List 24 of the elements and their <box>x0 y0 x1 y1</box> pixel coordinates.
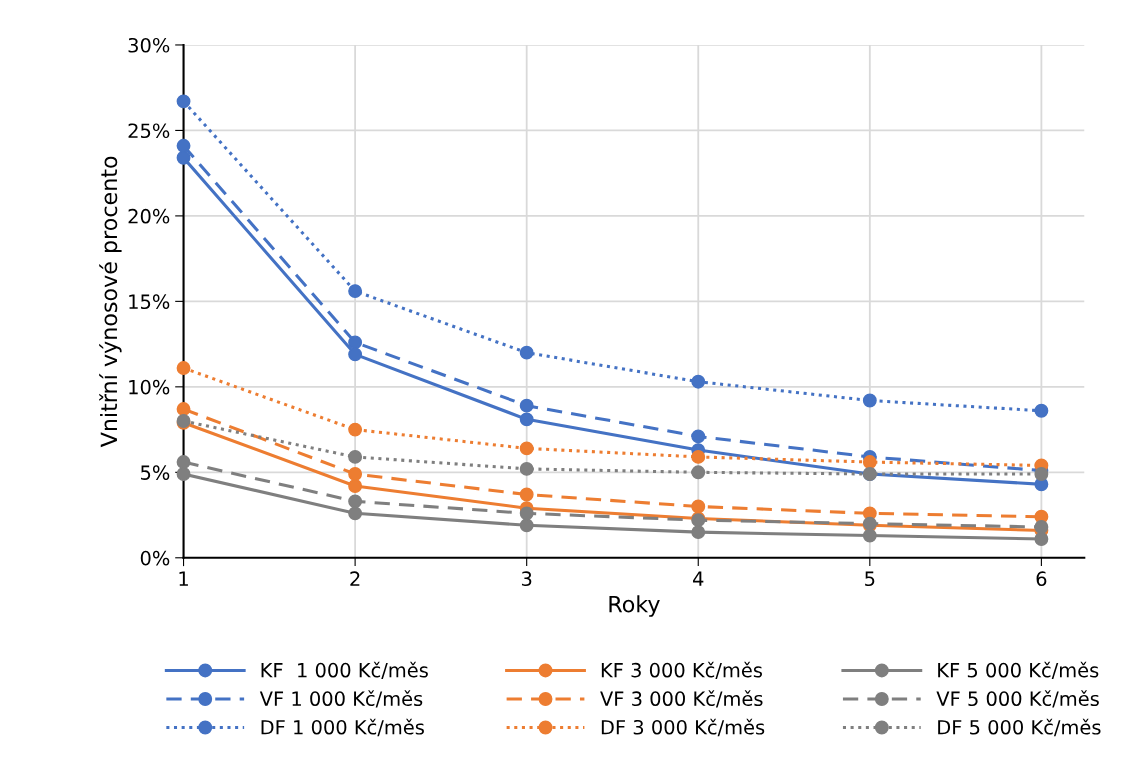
y-tick-label: 5% <box>141 465 170 480</box>
x-tick-label: 4 <box>693 571 704 586</box>
legend-label: KF 1 000 Kč/měs <box>261 661 428 680</box>
x-tick-label: 2 <box>350 571 360 586</box>
y-tick-label: 10% <box>129 379 170 395</box>
y-tick-label: 0% <box>140 550 170 566</box>
x-tick-label: 5 <box>865 571 875 587</box>
legend-label: VF 5 000 Kč/měs <box>936 690 1099 708</box>
legend-label: DF 3 000 Kč/měs <box>601 718 765 737</box>
y-axis-title: Vnitřní výnosové procento <box>99 156 122 448</box>
x-tick-label: 1 <box>179 571 188 586</box>
y-tick-label: 30% <box>128 37 170 53</box>
legend-label: VF 3 000 Kč/měs <box>600 690 763 708</box>
legend-label: VF 1 000 Kč/měs <box>259 690 423 708</box>
y-tick-label: 25% <box>128 123 170 139</box>
legend-label: DF 1 000 Kč/měs <box>261 718 424 737</box>
x-tick-label: 3 <box>521 571 532 587</box>
x-axis-title: Roky <box>609 595 660 617</box>
legend-label: KF 5 000 Kč/měs <box>938 661 1099 680</box>
legend-label: KF 3 000 Kč/měs <box>601 661 762 680</box>
legend-label: DF 5 000 Kč/měs <box>938 718 1101 737</box>
y-tick-label: 20% <box>128 208 170 224</box>
y-tick-label: 15% <box>129 294 170 310</box>
x-tick-label: 6 <box>1036 571 1047 587</box>
